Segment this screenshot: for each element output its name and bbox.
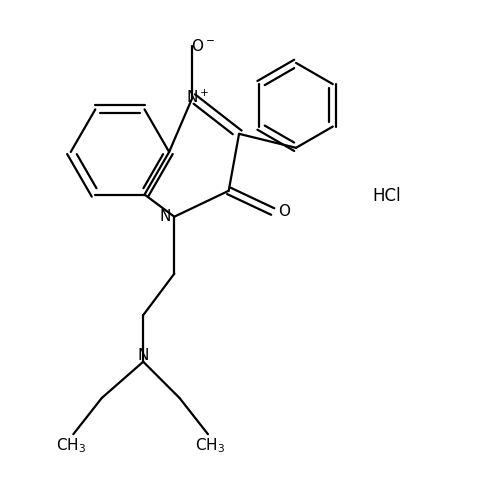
Text: HCl: HCl [372, 187, 401, 205]
Text: CH$_3$: CH$_3$ [196, 436, 226, 455]
Text: N: N [138, 348, 149, 363]
Text: O$^-$: O$^-$ [191, 38, 215, 54]
Text: O: O [278, 204, 290, 219]
Text: N$^+$: N$^+$ [186, 89, 209, 106]
Text: CH$_3$: CH$_3$ [55, 436, 86, 455]
Text: N: N [159, 209, 171, 224]
